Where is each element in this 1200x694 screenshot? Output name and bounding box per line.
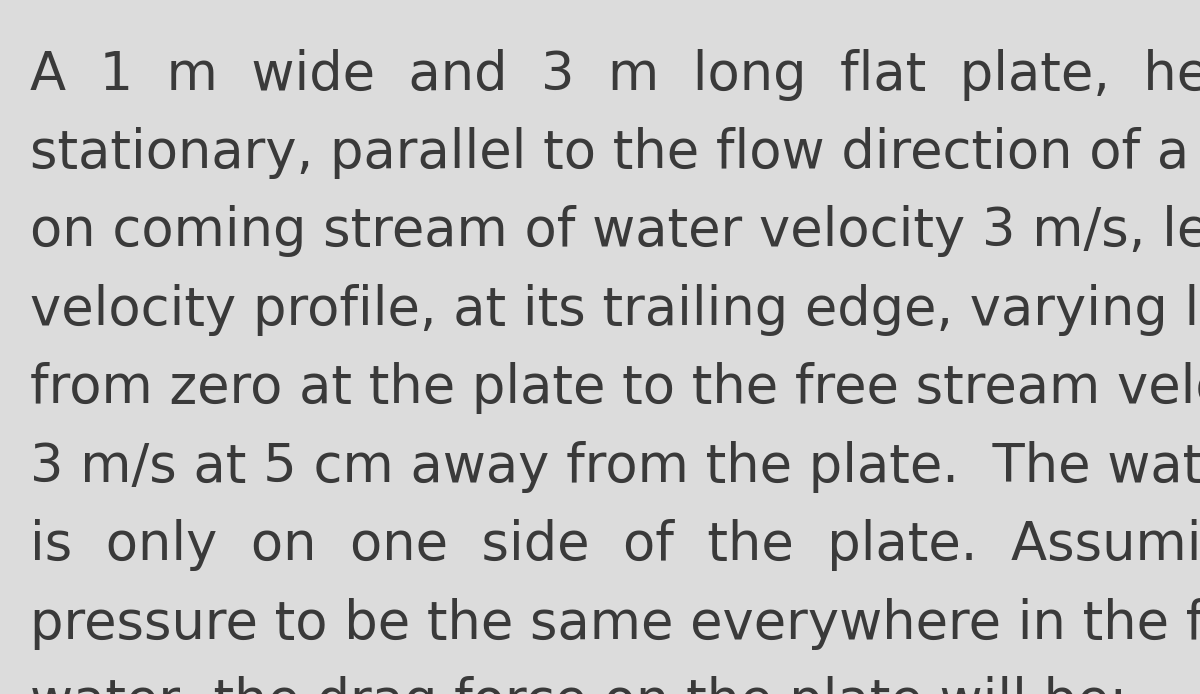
Text: velocity profile, at its trailing edge, varying linearly: velocity profile, at its trailing edge, … [30, 284, 1200, 336]
Text: 3 m/s at 5 cm away from the plate.  The water flow: 3 m/s at 5 cm away from the plate. The w… [30, 441, 1200, 493]
Text: pressure to be the same everywhere in the flowing: pressure to be the same everywhere in th… [30, 598, 1200, 650]
Text: on coming stream of water velocity 3 m/s, leaves a: on coming stream of water velocity 3 m/s… [30, 205, 1200, 257]
Text: from zero at the plate to the free stream velocity of: from zero at the plate to the free strea… [30, 362, 1200, 414]
Text: is  only  on  one  side  of  the  plate.  Assuming  the: is only on one side of the plate. Assumi… [30, 519, 1200, 571]
Text: water, the drag force on the plate will be:: water, the drag force on the plate will … [30, 676, 1127, 694]
Text: A  1  m  wide  and  3  m  long  flat  plate,  held: A 1 m wide and 3 m long flat plate, held [30, 49, 1200, 101]
Text: stationary, parallel to the flow direction of a uniform: stationary, parallel to the flow directi… [30, 127, 1200, 179]
